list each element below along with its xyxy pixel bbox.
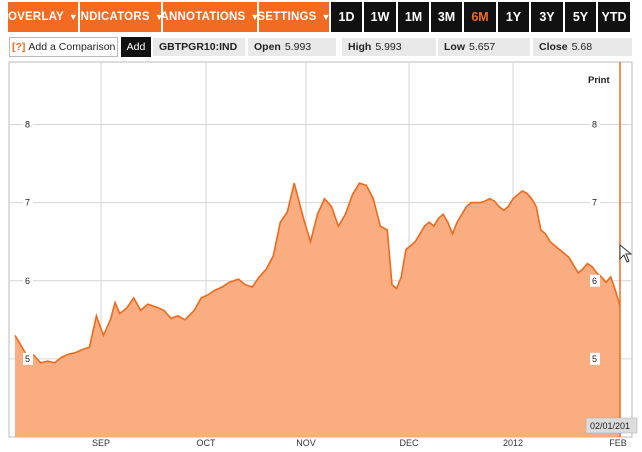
y-tick-left-bg [23,196,33,209]
print-link[interactable]: Print [588,75,610,86]
y-tick-left-bg [23,118,33,131]
y-tick-left-bg [23,352,33,365]
close-value: 5.68 [571,41,593,53]
add-button[interactable]: Add [121,37,151,57]
add-comparison-label: Add a Comparison [28,41,116,53]
range-ytd-button[interactable]: YTD [598,2,630,32]
range-1m-button[interactable]: 1M [398,2,429,32]
x-tick-label: 2012 [503,438,523,448]
high-field: High 5.993 [342,38,436,56]
chevron-down-icon: ▼ [68,12,79,22]
chevron-down-icon: ▼ [154,12,164,22]
indicators-menu-label: INDICATORS [77,11,150,23]
mouse-pointer-icon [619,243,633,263]
x-tick-label: OCT [197,438,217,448]
low-value: 5.657 [469,41,496,53]
y-tick-left: 8 [25,120,30,130]
range-1w-button[interactable]: 1W [364,2,396,32]
y-tick-right: 5 [592,354,597,364]
low-field: Low 5.657 [438,38,530,56]
indicators-menu[interactable]: INDICATORS ▼ [77,2,164,32]
y-tick-right: 7 [592,198,597,208]
annotations-menu-label: ANNOTATIONS [160,11,246,23]
y-tick-left-bg [23,274,33,287]
y-tick-left: 7 [25,198,30,208]
range-1y-button[interactable]: 1Y [498,2,529,32]
close-field: Close 5.68 [533,38,632,56]
y-tick-left: 5 [25,354,30,364]
x-tick-label: NOV [296,438,316,448]
y-tick-right: 8 [592,120,597,130]
overlay-menu-label: OVERLAY [7,11,64,23]
y-tick-right-bg [590,118,600,131]
help-icon[interactable]: [?] [12,41,26,53]
chevron-down-icon: ▼ [250,12,260,22]
range-3m-button[interactable]: 3M [431,2,462,32]
range-1d-button[interactable]: 1D [331,2,362,32]
high-label: High [348,41,372,53]
high-value: 5.993 [375,41,402,53]
range-5y-button[interactable]: 5Y [565,2,596,32]
low-label: Low [444,41,465,53]
quote-bar: [?] Add a Comparison Add GBTPGR10:IND Op… [0,34,642,60]
price-chart[interactable]: 5 6 7 8 5 6 7 8 SEP OCT NOV DEC 2012 FEB Print 02/0… [0,60,642,452]
chevron-down-icon: ▼ [321,12,331,22]
date-readout-box [585,417,638,434]
settings-menu[interactable]: SETTINGS ▼ [257,2,331,32]
price-line [14,182,621,364]
overlay-menu[interactable]: OVERLAY ▼ [8,2,78,32]
add-comparison-field[interactable]: [?] Add a Comparison [9,37,118,57]
y-tick-right-bg [590,352,600,365]
ticker-symbol: GBTPGR10:IND [153,38,245,56]
y-tick-left: 6 [25,276,30,286]
y-axis-left: 5 6 7 8 [23,118,33,365]
date-readout: 02/01/201 [590,421,630,431]
open-field: Open 5.993 [248,38,336,56]
y-tick-right-bg [590,196,600,209]
y-tick-right: 6 [592,276,597,286]
annotations-menu[interactable]: ANNOTATIONS ▼ [160,2,260,32]
open-label: Open [254,41,281,53]
open-value: 5.993 [284,41,312,53]
x-axis: SEP OCT NOV DEC 2012 FEB [92,438,627,448]
settings-menu-label: SETTINGS [257,11,317,23]
chart-toolbar: OVERLAY ▼ INDICATORS ▼ ANNOTATIONS ▼ SET… [0,0,642,34]
y-axis-right: 5 6 7 8 [590,118,600,365]
range-6m-button[interactable]: 6M [464,2,496,32]
x-tick-label: DEC [399,438,419,448]
x-tick-label: SEP [92,438,110,448]
price-area [15,183,620,437]
y-tick-right-bg [590,274,600,287]
close-label: Close [539,41,568,53]
x-tick-label: FEB [609,438,627,448]
range-3y-button[interactable]: 3Y [531,2,563,32]
